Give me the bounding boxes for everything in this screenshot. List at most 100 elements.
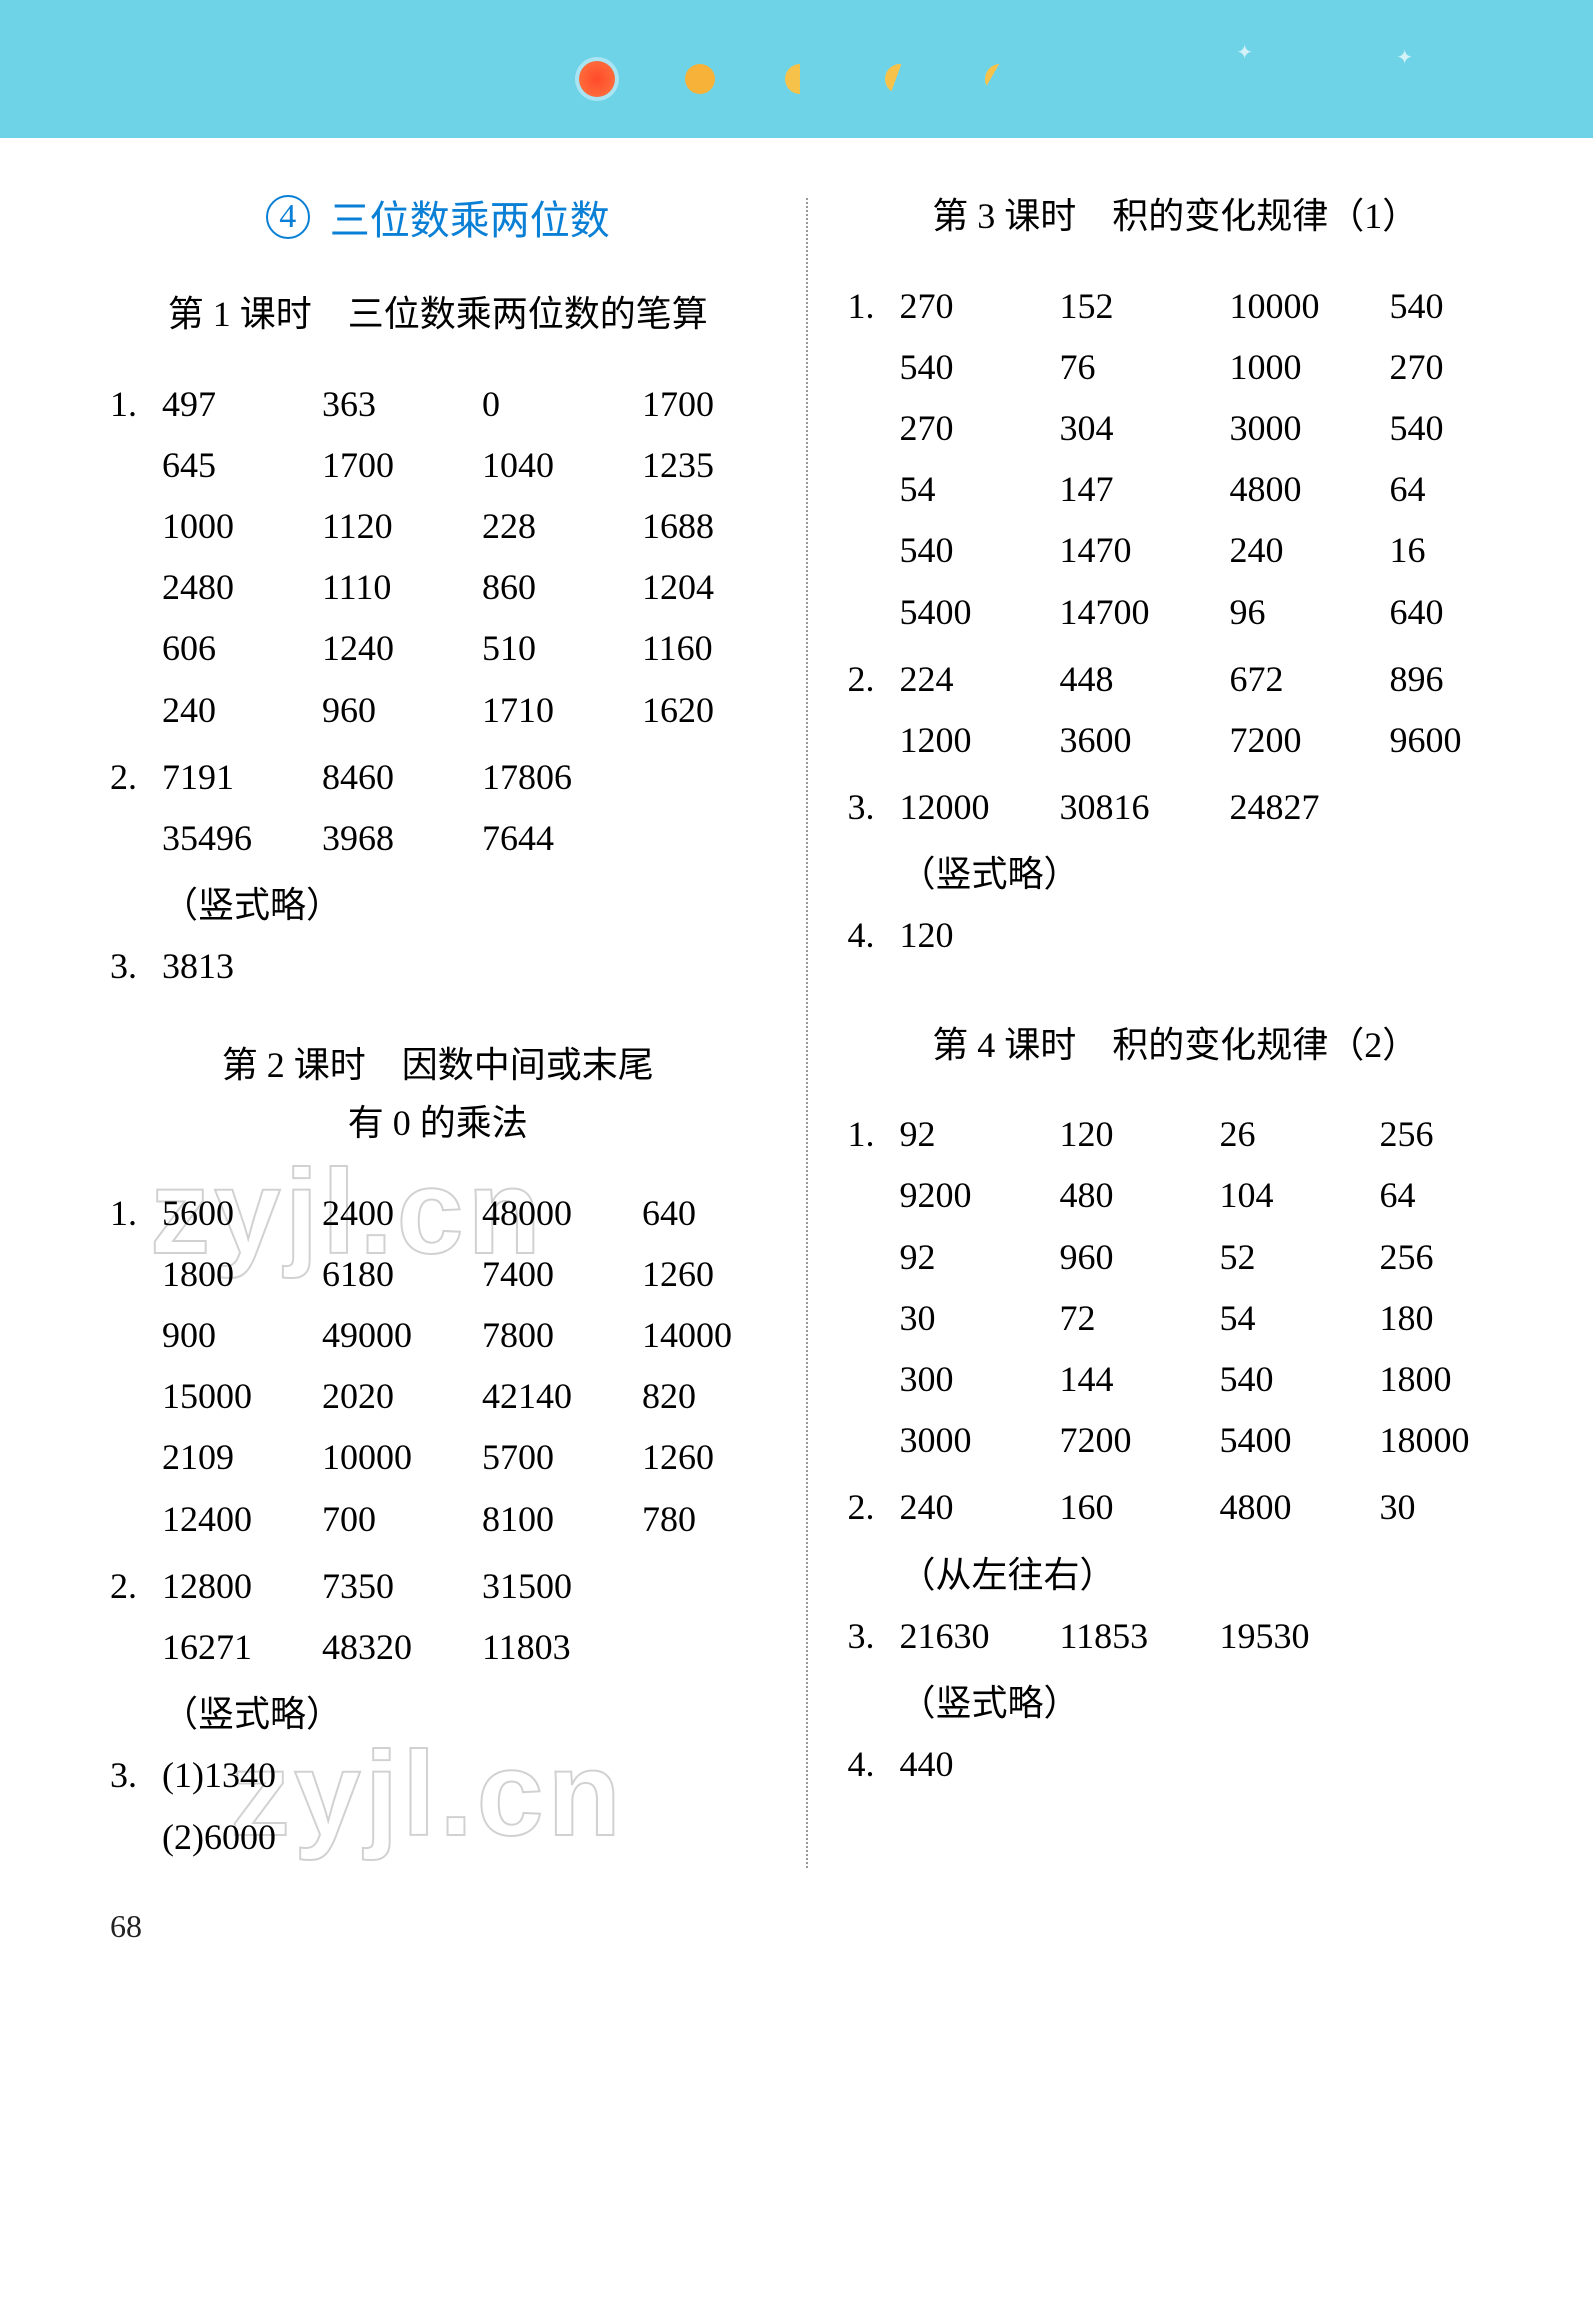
question-number: [110, 435, 162, 496]
answer-value: 14700: [1060, 582, 1230, 643]
answer-value: 1200: [900, 710, 1060, 771]
answer-value: 2109: [162, 1427, 322, 1488]
answer-value: [642, 1556, 782, 1617]
answer-value: 606: [162, 618, 322, 679]
question-number: 3.: [848, 1606, 900, 1667]
answer-row: 1.9212026256: [848, 1104, 1504, 1165]
answer-value: 31500: [482, 1556, 642, 1617]
answer-value: 1260: [642, 1427, 782, 1488]
question-number: [848, 520, 900, 581]
answer-value: 7400: [482, 1244, 642, 1305]
answer-row: 540147024016: [848, 520, 1504, 581]
question-number: 2.: [848, 649, 900, 710]
answer-row: 1.27015210000540: [848, 276, 1504, 337]
answer-value: 1040: [482, 435, 642, 496]
answer-value: 96: [1230, 582, 1390, 643]
answer-row: 2.240160480030: [848, 1477, 1504, 1538]
answer-value: 2020: [322, 1366, 482, 1427]
answer-value: 228: [482, 496, 642, 557]
answer-value: 1000: [1230, 337, 1390, 398]
answer-value: 10000: [1230, 276, 1390, 337]
answer-value: 640: [642, 1183, 782, 1244]
lesson-title: 第 1 课时 三位数乘两位数的笔算: [110, 286, 766, 344]
answer-value: 960: [1060, 1227, 1220, 1288]
answer-value: 1000: [162, 496, 322, 557]
answer-value: [642, 808, 782, 869]
answer-value: 26: [1220, 1104, 1380, 1165]
answer-value: 1470: [1060, 520, 1230, 581]
question-number: [110, 1244, 162, 1305]
answer-value: 52: [1220, 1227, 1380, 1288]
answer-value: 9600: [1390, 710, 1510, 771]
answer-row: 124007008100780: [110, 1489, 766, 1550]
answer-value: 300: [900, 1349, 1060, 1410]
answer-value: [642, 1617, 782, 1678]
answer-value: 17806: [482, 747, 642, 808]
answer-value: 144: [1060, 1349, 1220, 1410]
answer-value: 700: [322, 1489, 482, 1550]
lesson-title: 第 3 课时 积的变化规律（1）: [848, 188, 1504, 246]
answer-value: 1235: [642, 435, 782, 496]
column-divider: [806, 198, 808, 1868]
answer-value: 448: [1060, 649, 1230, 710]
answer-value: 18000: [1380, 1410, 1510, 1471]
answer-row: 3.216301185319530: [848, 1606, 1504, 1667]
answer-block: 2.71918460178063549639687644: [110, 747, 766, 869]
answer-value: 510: [482, 618, 642, 679]
answer-value: 7350: [322, 1556, 482, 1617]
answer-value: 1204: [642, 557, 782, 618]
note-text: （竖式略）: [848, 844, 1504, 905]
answer-value: 480: [1060, 1165, 1220, 1226]
answer-value: 16271: [162, 1617, 322, 1678]
question-number: [848, 1288, 900, 1349]
note-text: （竖式略）: [848, 1673, 1504, 1734]
answer-row: 9296052256: [848, 1227, 1504, 1288]
answer-block: 3.120003081624827: [848, 777, 1504, 838]
answer-value: 270: [900, 276, 1060, 337]
answer-value: 540: [1390, 276, 1510, 337]
answer-value: 49000: [322, 1305, 482, 1366]
answer-value: 1120: [322, 496, 482, 557]
answer-value: 160: [1060, 1477, 1220, 1538]
answer-value: 7200: [1060, 1410, 1220, 1471]
answer-row: 307254180: [848, 1288, 1504, 1349]
answer-row: 2.7191846017806: [110, 747, 766, 808]
question-number: [110, 618, 162, 679]
answer-value: 7191: [162, 747, 322, 808]
answer-row: 30007200540018000: [848, 1410, 1504, 1471]
chapter-number: 4: [266, 195, 310, 239]
answer-value: 11853: [1060, 1606, 1220, 1667]
question-number: 2.: [110, 747, 162, 808]
answer-value: 640: [1390, 582, 1510, 643]
answer-value: 270: [900, 398, 1060, 459]
star-icon: ✦: [1396, 45, 1413, 70]
answer-row: 100011202281688: [110, 496, 766, 557]
answer-value: 42140: [482, 1366, 642, 1427]
answer-value: 540: [900, 520, 1060, 581]
answer-row: 60612405101160: [110, 618, 766, 679]
answer-value: 1260: [642, 1244, 782, 1305]
answer-value: 11803: [482, 1617, 642, 1678]
answer-value: 5600: [162, 1183, 322, 1244]
moon-icon: [985, 64, 1015, 94]
answer-value: 4800: [1220, 1477, 1380, 1538]
answer-block: 2.2244486728961200360072009600: [848, 649, 1504, 771]
moon-icon: [885, 64, 915, 94]
answer-value: 12000: [900, 777, 1060, 838]
answer-value: 3600: [1060, 710, 1230, 771]
lesson-title: 第 4 课时 积的变化规律（2）: [848, 1017, 1504, 1075]
answer-row: 3001445401800: [848, 1349, 1504, 1410]
answer-value: 19530: [1220, 1606, 1380, 1667]
answer-row: 15000202042140820: [110, 1366, 766, 1427]
answer-value: 8460: [322, 747, 482, 808]
answer-value: 1240: [322, 618, 482, 679]
question-number: [110, 1617, 162, 1678]
answer-value: 2400: [322, 1183, 482, 1244]
answer-value: 30816: [1060, 777, 1230, 838]
answer-value: 900: [162, 1305, 322, 1366]
right-column: 第 3 课时 积的变化规律（1） 1.270152100005405407610…: [848, 188, 1504, 1868]
answer-value: 3968: [322, 808, 482, 869]
answer-value: 645: [162, 435, 322, 496]
answer-value: 896: [1390, 649, 1510, 710]
answer-value: 540: [1220, 1349, 1380, 1410]
